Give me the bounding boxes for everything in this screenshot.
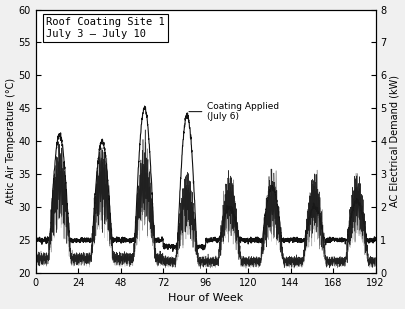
X-axis label: Hour of Week: Hour of Week bbox=[168, 294, 243, 303]
Y-axis label: Attic Air Temperature (°C): Attic Air Temperature (°C) bbox=[6, 78, 15, 204]
Text: Roof Coating Site 1
July 3 – July 10: Roof Coating Site 1 July 3 – July 10 bbox=[46, 18, 165, 39]
Y-axis label: AC Electrical Demand (kW): AC Electrical Demand (kW) bbox=[390, 75, 399, 207]
Text: Coating Applied
(July 6): Coating Applied (July 6) bbox=[189, 102, 279, 121]
